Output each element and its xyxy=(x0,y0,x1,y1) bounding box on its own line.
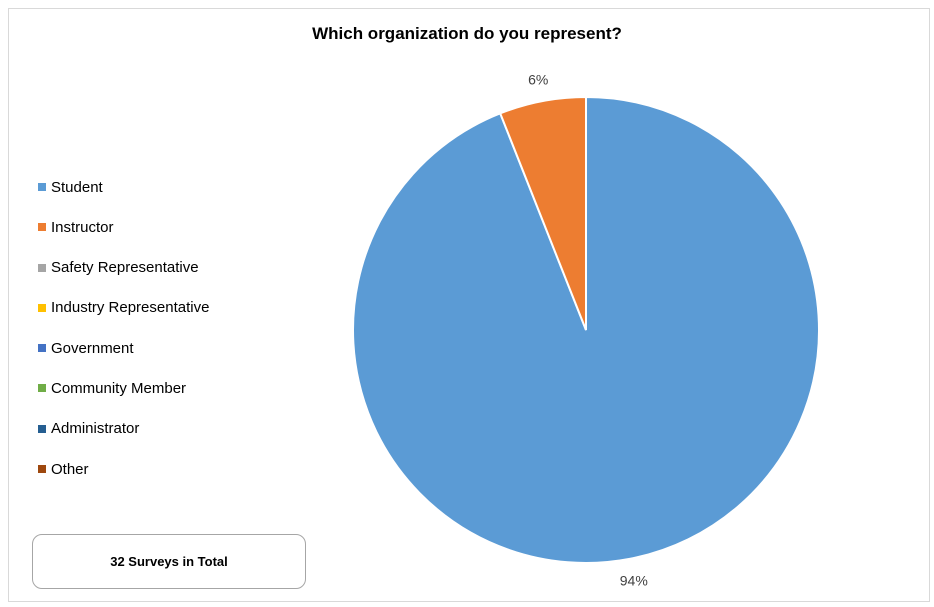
data-label-student: 94% xyxy=(620,572,648,588)
data-label-instructor: 6% xyxy=(528,72,548,88)
legend-label: Community Member xyxy=(51,380,186,397)
legend-swatch xyxy=(38,183,46,191)
legend-swatch xyxy=(38,384,46,392)
legend-item: Safety Representative xyxy=(38,258,209,278)
legend-swatch xyxy=(38,304,46,312)
legend-swatch xyxy=(38,223,46,231)
legend-label: Student xyxy=(51,179,103,196)
legend-item: Instructor xyxy=(38,217,209,237)
legend-swatch xyxy=(38,425,46,433)
legend-label: Safety Representative xyxy=(51,259,199,276)
legend-item: Other xyxy=(38,459,209,479)
legend-swatch xyxy=(38,465,46,473)
legend-swatch xyxy=(38,264,46,272)
legend-item: Administrator xyxy=(38,419,209,439)
legend-label: Industry Representative xyxy=(51,299,209,316)
survey-total-note: 32 Surveys in Total xyxy=(32,534,306,589)
legend-swatch xyxy=(38,344,46,352)
legend-item: Industry Representative xyxy=(38,298,209,318)
legend-item: Government xyxy=(38,338,209,358)
legend-item: Student xyxy=(38,177,209,197)
legend-label: Administrator xyxy=(51,420,139,437)
legend-item: Community Member xyxy=(38,378,209,398)
chart-legend: Student Instructor Safety Representative In… xyxy=(38,177,209,499)
legend-label: Other xyxy=(51,461,89,478)
legend-label: Instructor xyxy=(51,219,114,236)
legend-label: Government xyxy=(51,340,134,357)
